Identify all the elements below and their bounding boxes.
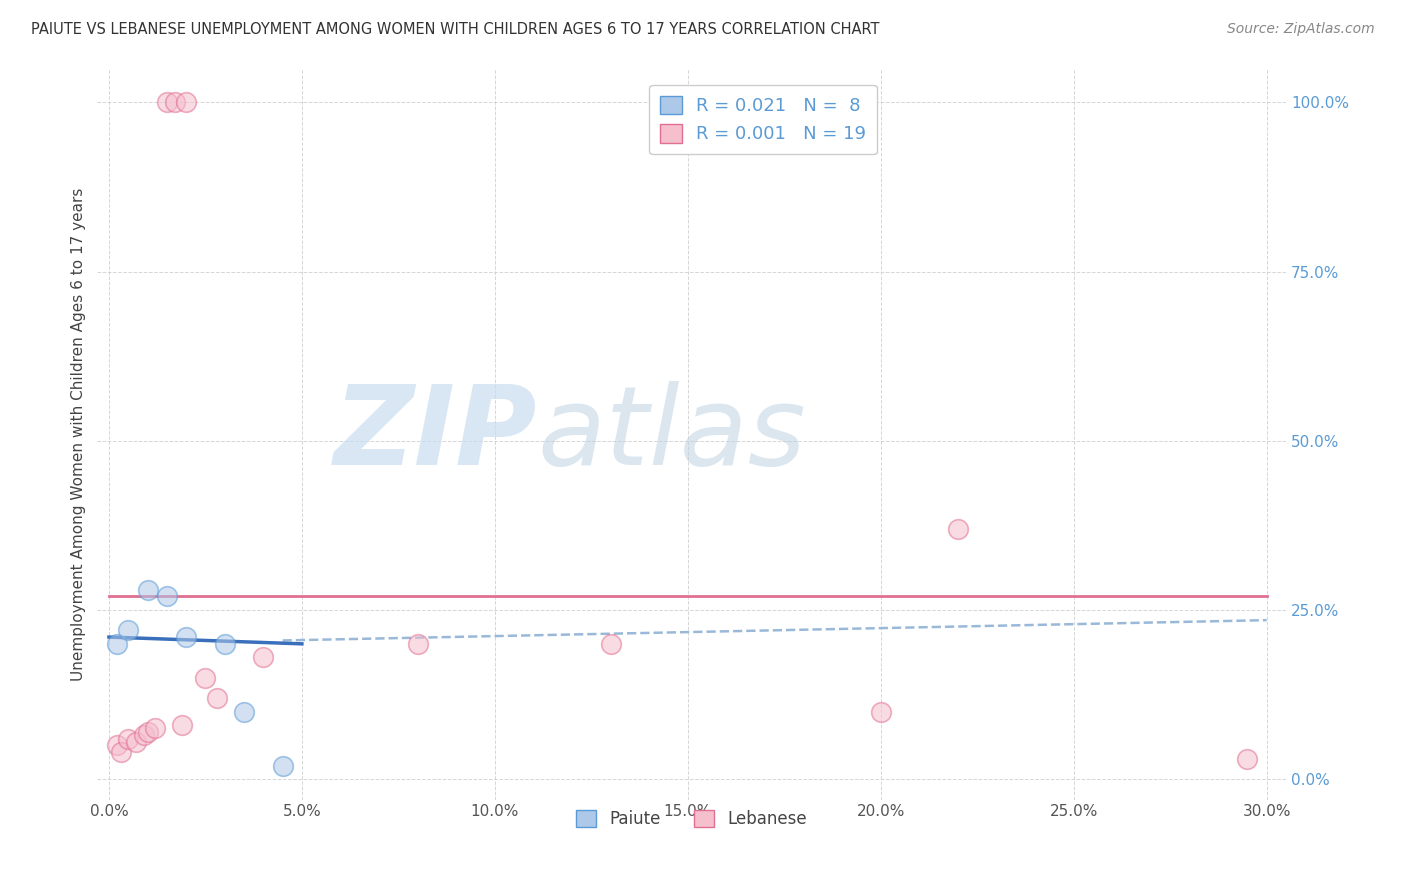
- Text: ZIP: ZIP: [333, 381, 537, 488]
- Text: atlas: atlas: [537, 381, 806, 488]
- Point: [869, 705, 891, 719]
- Text: Source: ZipAtlas.com: Source: ZipAtlas.com: [1227, 22, 1375, 37]
- Point: [172, 718, 194, 732]
- Point: [132, 728, 155, 742]
- Point: [214, 637, 236, 651]
- Point: [125, 735, 148, 749]
- Point: [105, 739, 128, 753]
- Point: [599, 637, 621, 651]
- Y-axis label: Unemployment Among Women with Children Ages 6 to 17 years: Unemployment Among Women with Children A…: [72, 187, 86, 681]
- Point: [117, 624, 139, 638]
- Point: [156, 590, 179, 604]
- Point: [406, 637, 429, 651]
- Text: PAIUTE VS LEBANESE UNEMPLOYMENT AMONG WOMEN WITH CHILDREN AGES 6 TO 17 YEARS COR: PAIUTE VS LEBANESE UNEMPLOYMENT AMONG WO…: [31, 22, 879, 37]
- Point: [205, 691, 228, 706]
- Point: [163, 95, 186, 110]
- Point: [252, 650, 274, 665]
- Point: [143, 722, 166, 736]
- Point: [136, 582, 159, 597]
- Point: [117, 731, 139, 746]
- Point: [110, 745, 132, 759]
- Point: [174, 95, 197, 110]
- Point: [194, 671, 217, 685]
- Point: [156, 95, 179, 110]
- Point: [174, 630, 197, 644]
- Point: [136, 724, 159, 739]
- Point: [946, 522, 969, 536]
- Legend: Paiute, Lebanese: Paiute, Lebanese: [569, 804, 814, 835]
- Point: [105, 637, 128, 651]
- Point: [233, 705, 256, 719]
- Point: [1236, 752, 1258, 766]
- Point: [271, 758, 294, 772]
